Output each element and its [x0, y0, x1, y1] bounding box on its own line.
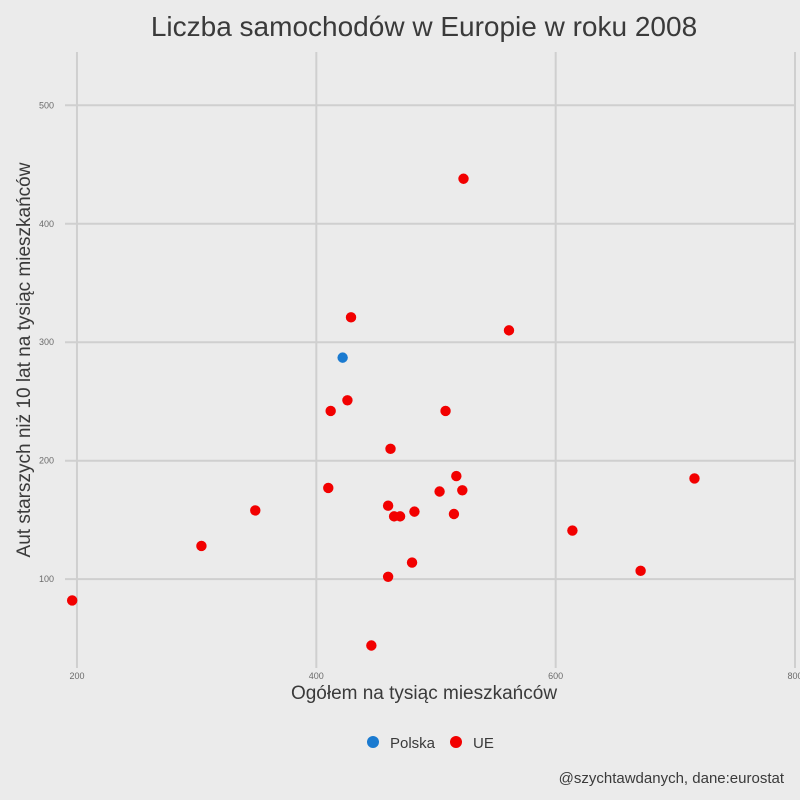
legend-label: UE	[473, 735, 494, 752]
data-point-ue	[250, 505, 261, 516]
y-tick-label: 100	[39, 574, 54, 584]
data-point-ue	[323, 482, 334, 494]
x-axis-title: Ogółem na tysiąc mieszkańców	[291, 683, 557, 704]
data-point-ue	[406, 557, 418, 568]
data-point-ue	[409, 506, 420, 517]
data-point-ue	[448, 508, 460, 520]
data-point-ue	[689, 473, 700, 484]
x-tick-label: 600	[548, 671, 563, 681]
data-point-polska	[337, 352, 348, 363]
data-point-ue	[325, 405, 336, 417]
legend: Polska UE	[367, 735, 494, 752]
data-point-ue	[366, 640, 377, 651]
legend-item-ue: UE	[450, 735, 494, 752]
y-tick-label: 400	[39, 219, 54, 229]
chart-title: Liczba samochodów w Europie w roku 2008	[151, 11, 697, 42]
legend-marker	[450, 736, 462, 748]
data-point-ue	[567, 525, 578, 536]
grid	[65, 52, 796, 668]
source-caption: @szychtawdanych, dane:eurostat	[559, 770, 785, 787]
x-tick-label: 400	[309, 671, 324, 681]
data-point-ue	[394, 511, 406, 522]
y-tick-label: 200	[39, 456, 54, 466]
data-point-ue	[457, 485, 468, 496]
data-point-ue	[503, 325, 515, 336]
tick-labels: 200 400 600 800 100 200 300 400 500	[39, 100, 800, 681]
data-point-ue	[434, 486, 445, 497]
data-point-ue	[451, 470, 462, 482]
data-point-ue	[635, 565, 646, 577]
x-tick-label: 800	[787, 671, 800, 681]
data-point-ue	[66, 595, 78, 606]
data-point-ue	[440, 405, 451, 417]
data-points	[66, 173, 700, 651]
data-point-ue	[342, 395, 353, 406]
y-axis-title: Aut starszych niż 10 lat na tysiąc miesz…	[14, 162, 35, 557]
data-point-ue	[382, 500, 394, 511]
legend-marker	[367, 736, 379, 748]
x-tick-label: 200	[69, 671, 84, 681]
y-tick-label: 300	[39, 337, 54, 347]
data-point-ue	[458, 173, 469, 184]
legend-label: Polska	[390, 735, 436, 752]
data-point-ue	[385, 443, 396, 455]
data-point-ue	[345, 312, 357, 323]
legend-item-polska: Polska	[367, 735, 436, 752]
data-point-ue	[196, 540, 207, 552]
data-point-ue	[382, 571, 394, 582]
y-tick-label: 500	[39, 100, 54, 110]
